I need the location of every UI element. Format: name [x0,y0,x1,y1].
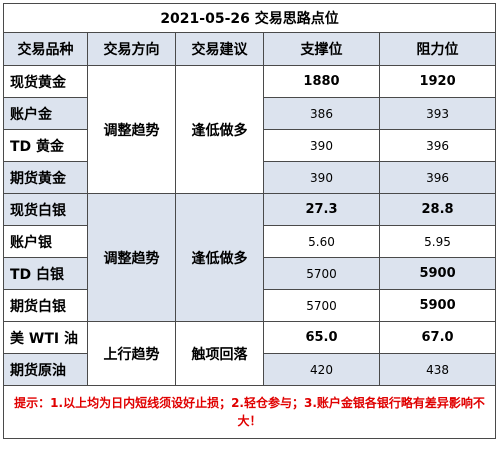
table-title: 2021-05-26 交易思路点位 [2,3,497,33]
header-suggestion: 交易建议 [175,32,264,66]
product-name: 现货白银 [3,193,88,226]
header-row: 交易品种 交易方向 交易建议 支撑位 阻力位 [3,32,497,66]
resistance-value: 396 [378,129,497,162]
resistance-value: 67.0 [378,321,497,354]
product-name: 期货白银 [3,289,88,322]
product-name: 现货黄金 [3,65,88,98]
resistance-value: 396 [378,161,497,194]
resistance-value: 1920 [378,65,497,98]
support-value: 65.0 [263,321,380,354]
support-value: 5700 [263,289,380,322]
support-value: 1880 [263,65,380,98]
resistance-value: 438 [378,353,497,386]
support-value: 5.60 [263,225,380,258]
support-value: 390 [263,161,380,194]
product-name: 账户金 [3,97,88,130]
trading-levels-table: 2021-05-26 交易思路点位 交易品种 交易方向 交易建议 支撑位 阻力位… [2,3,497,439]
support-value: 27.3 [263,193,380,226]
header-support: 支撑位 [263,32,380,66]
header-product: 交易品种 [3,32,88,66]
tip-note: 提示：1.以上均为日内短线须设好止损；2.轻仓参与；3.账户金银各银行略有差异影… [2,385,497,439]
trading-levels-table-wrapper: 2021-05-26 交易思路点位 交易品种 交易方向 交易建议 支撑位 阻力位… [2,3,497,452]
product-name: TD 白银 [3,257,88,290]
direction-cell: 调整趋势 [87,193,176,322]
resistance-value: 393 [378,97,497,130]
suggestion-cell: 触项回落 [175,321,264,386]
direction-cell: 上行趋势 [87,321,176,386]
suggestion-cell: 逢低做多 [175,193,264,322]
support-value: 390 [263,129,380,162]
product-name: 美 WTI 油 [3,321,88,354]
header-resistance: 阻力位 [378,32,497,66]
product-name: 期货原油 [3,353,88,386]
support-value: 5700 [263,257,380,290]
product-name: 期货黄金 [3,161,88,194]
resistance-value: 5900 [378,289,497,322]
resistance-value: 28.8 [378,193,497,226]
resistance-value: 5.95 [378,225,497,258]
direction-cell: 调整趋势 [87,65,176,194]
suggestion-cell: 逢低做多 [175,65,264,194]
support-value: 420 [263,353,380,386]
product-name: TD 黄金 [3,129,88,162]
support-value: 386 [263,97,380,130]
product-name: 账户银 [3,225,88,258]
header-direction: 交易方向 [87,32,176,66]
resistance-value: 5900 [378,257,497,290]
